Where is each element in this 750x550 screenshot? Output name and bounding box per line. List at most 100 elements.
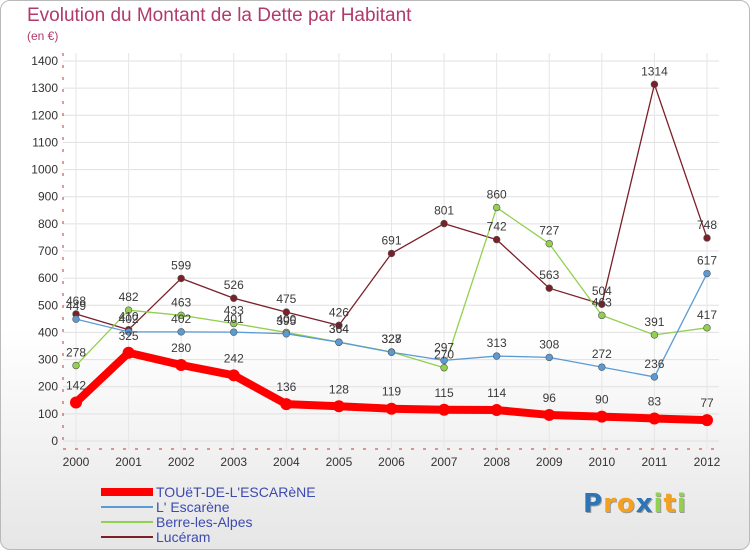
y-tick-label: 100 <box>38 407 58 421</box>
data-label: 325 <box>119 329 139 343</box>
logo-letter: o <box>616 489 636 519</box>
data-label: 308 <box>539 337 559 351</box>
data-label: 297 <box>434 340 454 354</box>
x-tick-label: 2011 <box>642 455 668 469</box>
x-tick-label: 2008 <box>483 455 510 469</box>
data-label: 433 <box>224 303 244 317</box>
data-label: 128 <box>329 382 349 396</box>
data-label: 482 <box>119 290 139 304</box>
data-point <box>703 324 711 332</box>
legend-label: Lucéram <box>156 529 211 545</box>
data-label: 475 <box>276 292 296 306</box>
data-label: 742 <box>487 220 507 234</box>
data-label: 242 <box>224 351 244 365</box>
data-point <box>230 294 238 302</box>
data-label: 417 <box>697 308 717 322</box>
data-point <box>701 414 713 427</box>
data-point <box>650 331 659 339</box>
x-tick-label: 2007 <box>431 455 458 469</box>
data-point <box>545 284 553 292</box>
y-tick-label: 1300 <box>31 81 58 95</box>
data-label: 364 <box>329 322 349 336</box>
data-label: 96 <box>543 391 557 405</box>
data-point <box>175 359 188 371</box>
data-point <box>440 219 448 228</box>
data-point <box>595 410 608 423</box>
x-tick-label: 2009 <box>536 455 563 469</box>
data-label: 313 <box>487 336 507 350</box>
data-label: 328 <box>381 332 401 346</box>
y-tick-label: 1000 <box>31 163 58 177</box>
x-tick-label: 2000 <box>63 455 90 469</box>
data-point <box>177 274 185 283</box>
data-label: 114 <box>487 386 506 400</box>
y-tick-label: 0 <box>51 434 58 448</box>
data-point <box>440 364 448 372</box>
legend-label: TOUëT-DE-L'ESCARèNE <box>156 484 316 500</box>
data-point <box>703 234 711 242</box>
data-point <box>70 396 82 409</box>
data-label: 90 <box>595 393 609 407</box>
data-point <box>545 353 553 362</box>
data-point <box>282 330 291 338</box>
data-label: 142 <box>66 378 86 392</box>
data-point <box>387 348 396 356</box>
proxiti-logo: Proxiti <box>583 489 687 519</box>
data-label: 115 <box>435 386 454 400</box>
data-label: 1314 <box>641 64 668 78</box>
y-tick-label: 300 <box>38 353 58 367</box>
data-point <box>227 369 240 382</box>
data-label: 400 <box>276 312 296 326</box>
data-point <box>385 402 398 415</box>
logo-letter: i <box>676 489 687 519</box>
data-point <box>438 403 451 416</box>
data-label: 463 <box>171 295 191 309</box>
legend-swatch <box>101 506 153 508</box>
data-label: 278 <box>66 346 86 360</box>
data-point <box>282 308 291 316</box>
data-label: 860 <box>487 188 507 202</box>
data-point <box>543 408 556 421</box>
data-point <box>650 373 659 381</box>
x-tick-label: 2010 <box>588 455 615 469</box>
x-tick-label: 2004 <box>273 455 300 469</box>
legend-label: Berre-les-Alpes <box>156 514 253 530</box>
data-label: 270 <box>434 348 454 362</box>
data-label: 236 <box>644 357 664 371</box>
x-tick-label: 2003 <box>220 455 247 469</box>
axes: 0 100 200 300 400 500 600 700 800 900 1000 1100 1200… <box>31 53 721 469</box>
data-point <box>124 306 133 314</box>
data-label: 401 <box>224 312 244 326</box>
data-label: 449 <box>66 299 86 313</box>
data-label: 599 <box>171 258 191 272</box>
data-point <box>332 400 345 413</box>
y-tick-label: 900 <box>38 190 58 204</box>
data-label: 402 <box>119 312 139 326</box>
data-point <box>492 352 501 360</box>
logo-letter: x <box>635 489 654 519</box>
data-labels: 142 325 280 242 136 128 119 115 114 96 90 83 77 449 40… <box>66 64 717 410</box>
data-point <box>387 249 396 258</box>
data-label: 463 <box>592 295 612 309</box>
data-point <box>122 346 135 359</box>
data-label: 801 <box>434 204 454 218</box>
chart-title: Evolution du Montant de la Dette par Hab… <box>27 5 412 26</box>
data-label: 691 <box>381 233 401 247</box>
legend-swatch <box>101 488 153 496</box>
data-label: 748 <box>697 218 717 232</box>
data-label: 563 <box>539 268 559 282</box>
y-tick-label: 1400 <box>31 54 58 68</box>
y-tick-label: 1200 <box>31 108 58 122</box>
y-axis-unit: (en €) <box>27 29 59 43</box>
data-label: 410 <box>119 310 139 324</box>
data-point <box>492 203 501 212</box>
data-point <box>598 311 606 320</box>
x-tick-label: 2005 <box>326 455 353 469</box>
data-point <box>598 300 606 308</box>
data-point <box>492 235 501 244</box>
logo-letter: r <box>603 489 617 519</box>
data-point <box>72 315 80 323</box>
data-point <box>490 404 503 417</box>
data-label: 504 <box>592 284 612 298</box>
